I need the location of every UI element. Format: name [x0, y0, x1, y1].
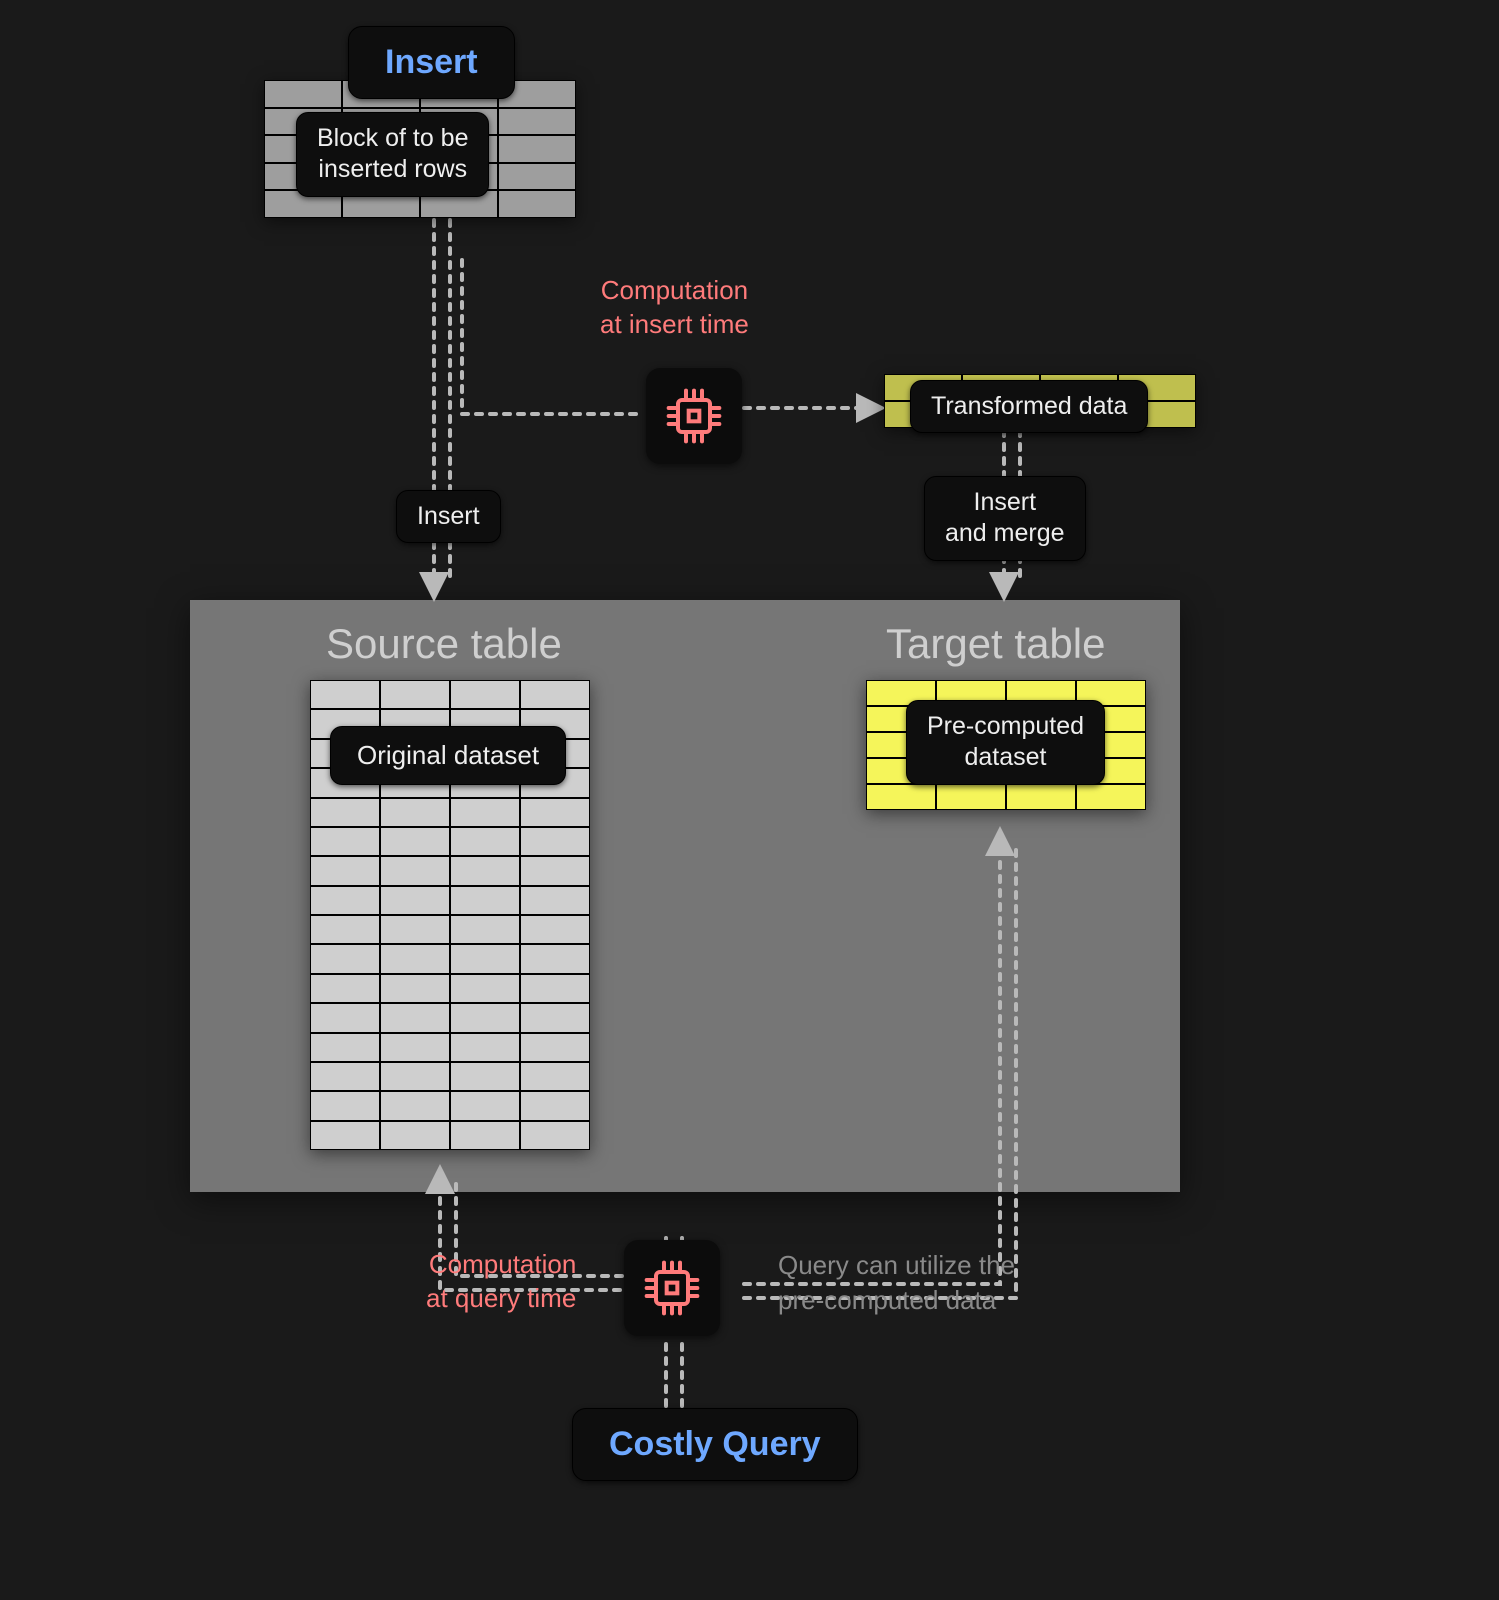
query-note: Query can utilize the pre-computed data [778, 1248, 1015, 1318]
insert-merge-label: Insert and merge [924, 476, 1086, 561]
diagram-stage: { "colors":{ "bg":"#1a1a1a", "panel":"#7… [0, 0, 1499, 1600]
computation-query-label: Computation at query time [426, 1248, 576, 1316]
transformed-label: Transformed data [910, 380, 1148, 433]
source-table-title: Source table [326, 620, 562, 668]
precomputed-label: Pre-computed dataset [906, 700, 1105, 785]
cpu-icon [640, 1256, 704, 1320]
insert-edge-label: Insert [396, 490, 501, 543]
computation-insert-label: Computation at insert time [600, 274, 749, 342]
chip-insert-icon [646, 368, 742, 464]
cpu-icon [662, 384, 726, 448]
original-dataset-label: Original dataset [330, 726, 566, 785]
chip-query-icon [624, 1240, 720, 1336]
costly-query-label: Costly Query [572, 1408, 858, 1481]
target-table-title: Target table [886, 620, 1105, 668]
block-rows-label: Block of to be inserted rows [296, 112, 489, 197]
insert-button-label: Insert [348, 26, 515, 99]
